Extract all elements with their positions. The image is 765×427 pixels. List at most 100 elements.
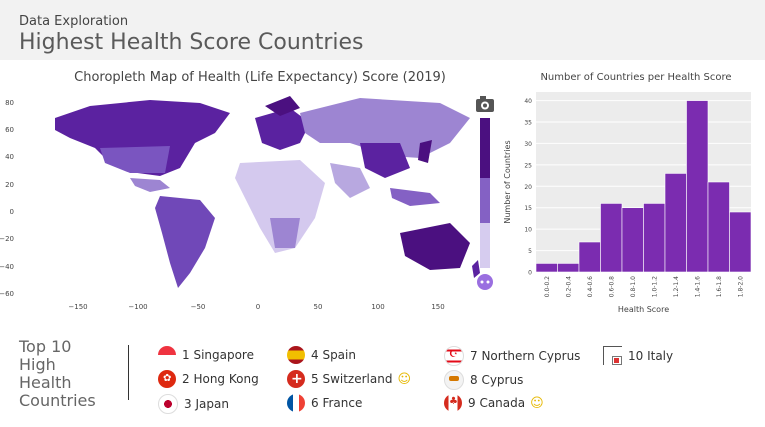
histogram-bar[interactable] xyxy=(729,211,752,273)
histogram-x-tick: 1.2-1.4 xyxy=(673,276,680,297)
southern-africa-shape[interactable] xyxy=(270,218,300,248)
france-flag-icon xyxy=(287,394,305,412)
country-item-italy: 10 Italy xyxy=(603,346,673,365)
india-shape[interactable] xyxy=(330,163,370,198)
page-subtitle: Data Exploration xyxy=(19,14,129,29)
histogram-y-tick: 15 xyxy=(524,205,532,212)
histogram-bar[interactable] xyxy=(707,181,730,273)
histogram-bar[interactable] xyxy=(664,173,687,273)
histogram-x-tick: 0.4-0.6 xyxy=(587,276,594,297)
map-y-tick: −60 xyxy=(0,290,14,298)
map-x-tick: −100 xyxy=(128,303,147,311)
map-y-tick: 40 xyxy=(5,153,14,161)
central-america-shape[interactable] xyxy=(130,178,170,192)
histogram-bar[interactable] xyxy=(621,207,644,273)
map-svg[interactable]: 80 60 40 20 0 −20 −40 −60 −150 −100 −50 … xyxy=(0,88,500,313)
page-header: Data Exploration Highest Health Score Co… xyxy=(0,0,765,60)
cyprus-flag-icon xyxy=(444,370,464,390)
country-item-northern-cyprus: ☪ 7 Northern Cyprus xyxy=(444,346,580,366)
histogram-x-tick: 1.8-2.0 xyxy=(737,276,744,297)
switzerland-flag-icon: + xyxy=(287,370,305,388)
choropleth-map[interactable]: 80 60 40 20 0 −20 −40 −60 −150 −100 −50 … xyxy=(0,88,500,313)
histogram-bar[interactable] xyxy=(557,263,580,273)
country-label: 10 Italy xyxy=(628,348,674,363)
histogram-y-tick: 25 xyxy=(524,162,532,169)
histogram-bar[interactable] xyxy=(578,241,601,273)
histogram-x-tick: 1.0-1.2 xyxy=(651,276,658,297)
north-america-shape[interactable] xyxy=(55,100,230,176)
country-label: 7 Northern Cyprus xyxy=(470,349,581,363)
country-label: 4 Spain xyxy=(311,348,356,362)
country-item-spain: 4 Spain xyxy=(287,346,356,364)
histogram-x-tick: 1.6-1.8 xyxy=(716,276,723,297)
australia-shape[interactable] xyxy=(400,223,470,270)
map-title: Choropleth Map of Health (Life Expectanc… xyxy=(74,70,446,85)
map-y-tick: −20 xyxy=(0,235,14,243)
smiley-icon: ☺ xyxy=(530,395,544,411)
page-title: Highest Health Score Countries xyxy=(19,30,364,55)
country-label: 3 Japan xyxy=(184,397,229,411)
map-y-tick: −40 xyxy=(0,263,14,271)
northern-cyprus-flag-icon: ☪ xyxy=(444,346,464,366)
scandinavia-shape[interactable] xyxy=(265,96,300,116)
country-label: 6 France xyxy=(311,396,363,410)
country-label: 1 Singapore xyxy=(182,348,254,362)
country-item-japan: 3 Japan xyxy=(158,394,229,414)
histogram-x-tick: 0.2-0.4 xyxy=(565,276,572,297)
histogram-y-tick: 30 xyxy=(524,141,532,148)
top10-label-line: High xyxy=(19,355,56,374)
map-y-tick: 60 xyxy=(5,126,14,134)
singapore-flag-icon xyxy=(158,346,176,364)
southeast-asia-shape[interactable] xyxy=(390,188,440,206)
histogram-y-tick: 35 xyxy=(524,120,532,127)
histogram-bar[interactable] xyxy=(686,100,709,273)
south-america-shape[interactable] xyxy=(155,196,215,288)
japan-flag-icon xyxy=(158,394,178,414)
histogram-x-tick: 0.8-1.0 xyxy=(630,276,637,297)
map-y-tick: 80 xyxy=(5,99,14,107)
top10-label-line: Countries xyxy=(19,391,96,410)
new-zealand-shape[interactable] xyxy=(472,260,480,278)
country-label: 8 Cyprus xyxy=(470,373,524,387)
colorbar-dark xyxy=(480,118,490,178)
japan-shape[interactable] xyxy=(418,140,432,163)
histogram-bar[interactable] xyxy=(643,203,666,273)
plotly-logo-icon[interactable] xyxy=(477,274,493,290)
italy-broken-image-icon xyxy=(603,346,622,365)
histogram-y-tick: 10 xyxy=(524,227,532,234)
country-label: 2 Hong Kong xyxy=(182,372,259,386)
histogram-x-tick: 0.0-0.2 xyxy=(544,276,551,297)
africa-shape[interactable] xyxy=(235,160,325,253)
country-item-france: 6 France xyxy=(287,394,362,412)
china-shape[interactable] xyxy=(360,143,410,178)
histogram-bar[interactable] xyxy=(535,263,558,273)
map-x-tick: 50 xyxy=(314,303,323,311)
spain-flag-icon xyxy=(287,346,305,364)
top10-divider xyxy=(128,345,129,400)
country-item-cyprus: 8 Cyprus xyxy=(444,370,523,390)
top10-label: Top 10 High Health Countries xyxy=(19,338,119,410)
histogram-x-tick: 1.4-1.6 xyxy=(694,276,701,297)
histogram-y-tick: 0 xyxy=(528,270,532,277)
canada-flag-icon: ♣ xyxy=(444,394,462,412)
histogram-y-tick: 20 xyxy=(524,184,532,191)
country-item-canada: ♣ 9 Canada ☺ xyxy=(444,394,544,412)
map-x-tick: 150 xyxy=(431,303,444,311)
colorbar-mid xyxy=(480,178,490,223)
usa-shape[interactable] xyxy=(100,146,170,173)
top10-label-line: Health xyxy=(19,373,72,392)
histogram-x-label: Health Score xyxy=(618,305,669,314)
map-y-tick: 20 xyxy=(5,181,14,189)
histogram-bar[interactable] xyxy=(600,203,623,273)
map-x-tick: −150 xyxy=(68,303,87,311)
hong-kong-flag-icon: ✿ xyxy=(158,370,176,388)
histogram-svg: 0 5 10 15 20 25 30 35 40 0.0-0.2 0.2-0.4 0.4-0.6 0.… xyxy=(503,92,752,314)
histogram-y-tick: 40 xyxy=(524,98,532,105)
country-item-hong-kong: ✿ 2 Hong Kong xyxy=(158,370,259,388)
country-label: 5 Switzerland xyxy=(311,372,393,386)
map-x-tick: −50 xyxy=(191,303,206,311)
camera-icon[interactable] xyxy=(476,96,494,112)
europe-shape[interactable] xyxy=(255,108,310,150)
smiley-icon: ☺ xyxy=(397,371,412,387)
country-item-singapore: 1 Singapore xyxy=(158,346,254,364)
